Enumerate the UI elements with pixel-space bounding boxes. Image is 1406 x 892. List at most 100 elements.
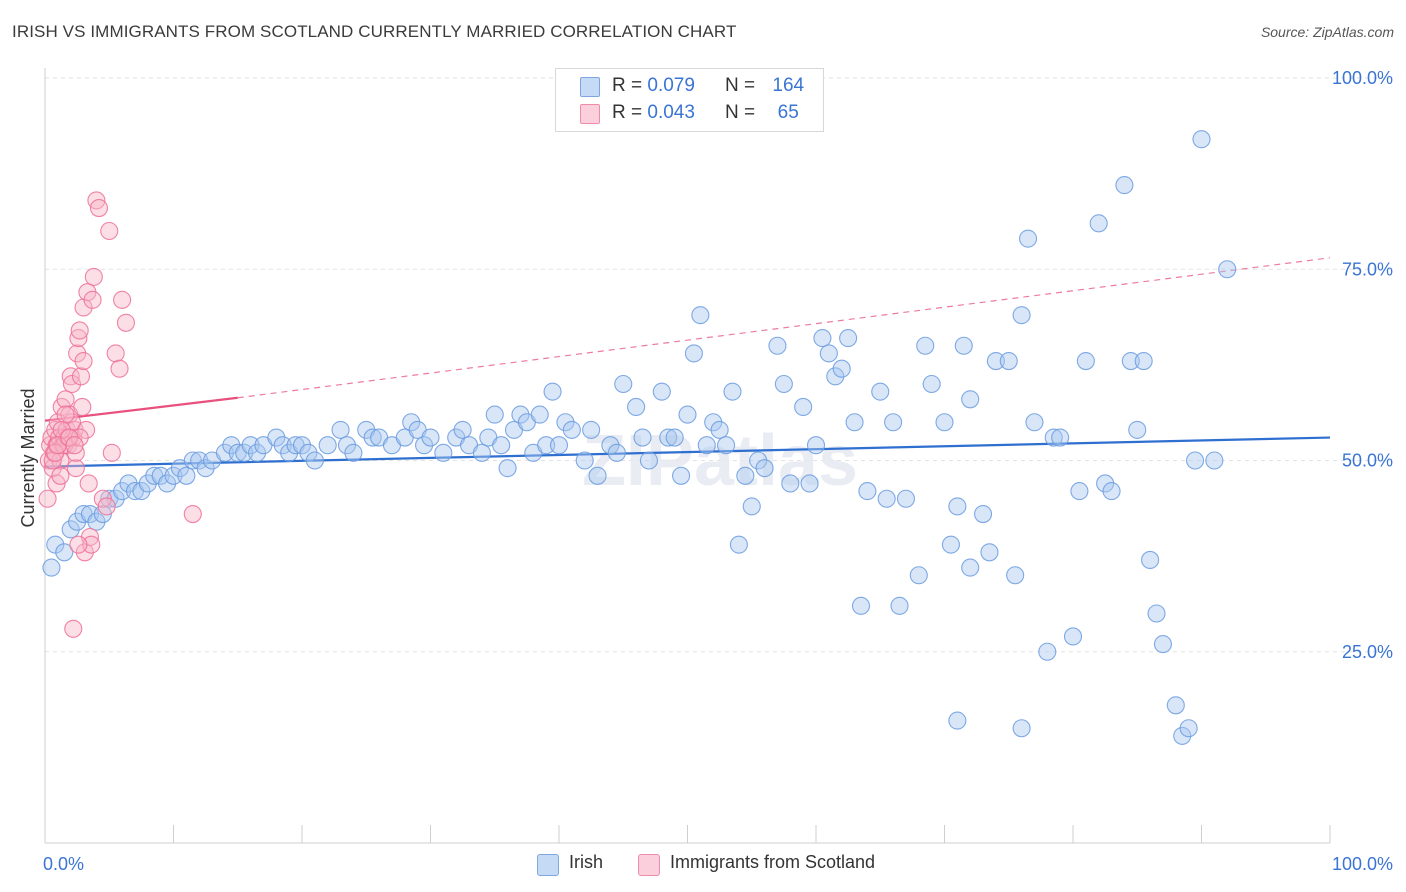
point-irish <box>588 466 607 485</box>
point-scotland <box>84 267 103 286</box>
point-irish <box>1153 635 1172 654</box>
point-irish <box>434 443 453 462</box>
point-irish <box>755 459 774 478</box>
legend-swatch-scotland <box>580 104 600 124</box>
point-irish <box>627 397 646 417</box>
point-irish <box>235 443 254 462</box>
y-axis-label: Currently Married <box>18 388 38 527</box>
y-tick-label: 25.0% <box>1342 642 1393 662</box>
point-irish <box>215 443 234 462</box>
point-irish <box>948 711 967 730</box>
point-irish <box>704 413 723 432</box>
point-irish <box>415 436 434 455</box>
point-irish <box>710 420 729 439</box>
point-irish <box>1141 550 1160 570</box>
point-scotland <box>66 443 85 462</box>
point-irish <box>1096 474 1115 493</box>
point-irish <box>973 504 993 524</box>
point-irish <box>273 436 292 455</box>
point-irish <box>999 351 1018 371</box>
point-irish <box>941 535 960 554</box>
point-scotland <box>77 420 96 439</box>
x-tick-label: 100.0% <box>1332 854 1393 874</box>
point-irish <box>1102 482 1121 501</box>
point-irish <box>806 436 826 455</box>
point-irish <box>851 596 871 615</box>
trend-line-scotland-extended <box>237 257 1331 399</box>
point-irish <box>672 466 691 485</box>
y-tick-label: 75.0% <box>1342 259 1393 279</box>
legend-n-label: N = <box>725 102 761 123</box>
point-irish <box>794 397 813 417</box>
point-scotland <box>183 504 202 524</box>
point-irish <box>1147 604 1166 623</box>
point-irish <box>511 405 530 424</box>
point-scotland <box>73 397 92 417</box>
point-irish <box>774 374 793 394</box>
point-irish <box>819 344 838 363</box>
point-irish <box>742 497 761 516</box>
point-irish <box>177 466 196 485</box>
point-irish <box>1063 627 1083 646</box>
point-irish <box>601 436 620 455</box>
point-irish <box>736 466 755 485</box>
point-irish <box>1018 229 1038 248</box>
point-irish <box>1089 214 1108 233</box>
point-scotland <box>64 619 83 638</box>
chart-source: Source: ZipAtlas.com <box>1260 24 1394 40</box>
point-irish <box>954 336 973 355</box>
point-scotland <box>74 351 93 371</box>
point-scotland <box>79 474 98 493</box>
y-tick-label: 50.0% <box>1342 451 1393 471</box>
point-irish <box>196 459 215 478</box>
point-irish <box>1192 130 1211 149</box>
point-scotland <box>116 313 136 332</box>
point-irish <box>890 596 909 615</box>
point-irish <box>697 436 716 455</box>
point-irish <box>453 420 472 439</box>
point-scotland <box>69 535 88 554</box>
point-irish <box>292 436 312 455</box>
point-irish <box>575 451 594 470</box>
point-irish <box>723 382 742 401</box>
grid-lines <box>45 77 1390 653</box>
point-irish <box>402 413 421 432</box>
point-irish <box>986 351 1005 371</box>
point-scotland <box>51 466 70 485</box>
point-irish <box>1128 420 1147 439</box>
point-irish <box>158 474 177 493</box>
point-irish <box>543 382 562 401</box>
legend-n-value: 164 <box>772 75 805 96</box>
point-irish <box>922 374 941 394</box>
point-irish <box>331 420 350 439</box>
point-irish <box>1205 451 1224 470</box>
point-irish <box>839 329 858 348</box>
point-scotland <box>102 443 121 462</box>
point-irish <box>42 558 61 577</box>
point-irish <box>498 459 517 478</box>
point-irish <box>1025 413 1044 432</box>
point-scotland <box>66 459 85 478</box>
tick-labels: 25.0% 50.0% 75.0% 100.0% 0.0% 100.0% <box>43 68 1393 874</box>
point-irish <box>1186 451 1205 470</box>
point-irish <box>1173 726 1192 745</box>
point-irish <box>1134 351 1153 371</box>
point-scotland <box>70 321 89 340</box>
point-irish <box>164 466 183 485</box>
point-scotland <box>71 367 91 386</box>
point-irish <box>61 520 80 539</box>
legend-r-value: 0.079 <box>647 75 695 96</box>
point-irish <box>614 374 633 394</box>
x-tick-label: 0.0% <box>43 854 84 874</box>
point-irish <box>1012 306 1031 325</box>
point-irish <box>980 543 999 562</box>
point-irish <box>961 558 980 577</box>
legend-n-value: 65 <box>772 102 799 123</box>
point-irish <box>556 413 575 432</box>
point-scotland <box>68 344 87 363</box>
point-irish <box>909 566 928 585</box>
point-irish <box>421 428 440 447</box>
point-scotland <box>97 497 116 516</box>
point-irish <box>1051 428 1070 447</box>
